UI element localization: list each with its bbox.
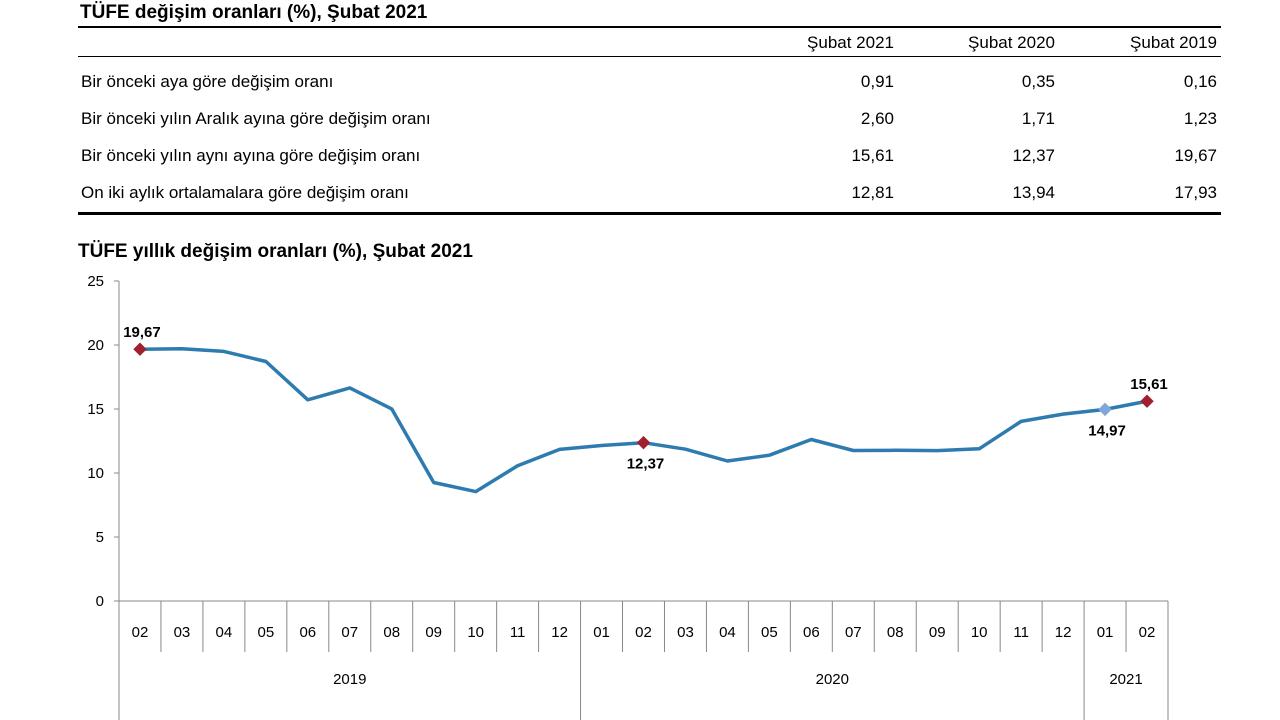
table-cell: 12,37 xyxy=(1012,146,1055,165)
data-label: 15,61 xyxy=(1130,376,1168,393)
data-point-marker xyxy=(636,435,651,450)
x-tick-label: 03 xyxy=(174,624,191,641)
y-tick-label: 20 xyxy=(87,337,104,354)
cpi-table: Şubat 2021 Şubat 2020 Şubat 2019 Bir önc… xyxy=(78,26,1221,215)
x-tick-label: 05 xyxy=(258,624,275,641)
y-tick-label: 5 xyxy=(96,529,104,546)
year-label: 2019 xyxy=(333,671,366,688)
table-cell: 13,94 xyxy=(1012,183,1055,202)
table-row: Bir önceki yılın aynı ayına göre değişim… xyxy=(78,138,1221,175)
row-label: On iki aylık ortalamalara göre değişim o… xyxy=(81,183,409,202)
table-cell: 17,93 xyxy=(1174,183,1217,202)
table-cell: 0,35 xyxy=(1021,72,1055,91)
x-tick-label: 02 xyxy=(635,624,652,641)
data-label: 14,97 xyxy=(1088,422,1126,439)
x-tick-label: 10 xyxy=(971,624,988,641)
x-tick-label: 01 xyxy=(593,624,610,641)
row-label: Bir önceki yılın aynı ayına göre değişim… xyxy=(81,146,421,165)
column-header: Şubat 2021 xyxy=(807,33,894,52)
x-tick-label: 03 xyxy=(677,624,694,641)
x-tick-label: 08 xyxy=(887,624,904,641)
data-point-marker xyxy=(133,342,147,356)
y-tick-label: 0 xyxy=(96,593,104,610)
table-row: Bir önceki yılın Aralık ayına göre değiş… xyxy=(78,101,1221,138)
table-cell: 0,91 xyxy=(860,72,894,91)
x-tick-label: 05 xyxy=(761,624,778,641)
table-title: TÜFE değişim oranları (%), Şubat 2021 xyxy=(80,2,428,23)
table-row: On iki aylık ortalamalara göre değişim o… xyxy=(78,175,1221,212)
data-label: 12,37 xyxy=(627,456,665,473)
x-tick-label: 09 xyxy=(929,624,946,641)
x-tick-label: 02 xyxy=(1139,624,1156,641)
year-label: 2020 xyxy=(816,671,849,688)
table-cell: 15,61 xyxy=(851,146,894,165)
x-tick-label: 06 xyxy=(803,624,820,641)
y-tick-label: 25 xyxy=(87,273,104,290)
x-tick-label: 10 xyxy=(467,624,484,641)
x-tick-label: 04 xyxy=(719,624,736,641)
x-tick-label: 09 xyxy=(425,624,442,641)
table-cell: 2,60 xyxy=(860,109,894,128)
x-tick-label: 11 xyxy=(510,624,526,641)
table-cell: 0,16 xyxy=(1183,72,1217,91)
table-header-row: Şubat 2021 Şubat 2020 Şubat 2019 xyxy=(78,28,1221,57)
x-tick-label: 04 xyxy=(216,624,233,641)
data-label: 19,67 xyxy=(123,324,161,341)
x-tick-label: 06 xyxy=(299,624,316,641)
x-tick-label: 01 xyxy=(1097,624,1114,641)
year-label: 2021 xyxy=(1109,671,1142,688)
x-tick-label: 07 xyxy=(845,624,862,641)
data-point-marker xyxy=(1098,402,1112,417)
row-label: Bir önceki aya göre değişim oranı xyxy=(81,72,334,91)
table-cell: 1,71 xyxy=(1021,109,1055,128)
y-tick-label: 15 xyxy=(87,401,104,418)
row-label: Bir önceki yılın Aralık ayına göre değiş… xyxy=(81,109,431,128)
y-tick-label: 10 xyxy=(87,465,104,482)
x-tick-label: 12 xyxy=(551,624,568,641)
x-tick-label: 07 xyxy=(341,624,358,641)
x-tick-label: 02 xyxy=(132,624,149,641)
x-tick-label: 12 xyxy=(1055,624,1072,641)
table-row: Bir önceki aya göre değişim oranı 0,91 0… xyxy=(78,64,1221,101)
table-cell: 1,23 xyxy=(1183,109,1217,128)
data-point-marker xyxy=(1140,394,1154,408)
x-tick-label: 11 xyxy=(1013,624,1029,641)
table-cell: 12,81 xyxy=(851,183,894,202)
x-tick-label: 08 xyxy=(383,624,400,641)
table-cell: 19,67 xyxy=(1174,146,1217,165)
chart-title: TÜFE yıllık değişim oranları (%), Şubat … xyxy=(78,241,473,262)
column-header: Şubat 2020 xyxy=(968,33,1055,52)
column-header: Şubat 2019 xyxy=(1130,33,1217,52)
